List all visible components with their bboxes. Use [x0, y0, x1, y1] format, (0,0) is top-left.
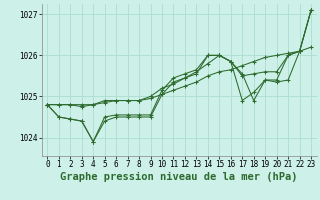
X-axis label: Graphe pression niveau de la mer (hPa): Graphe pression niveau de la mer (hPa)	[60, 172, 298, 182]
